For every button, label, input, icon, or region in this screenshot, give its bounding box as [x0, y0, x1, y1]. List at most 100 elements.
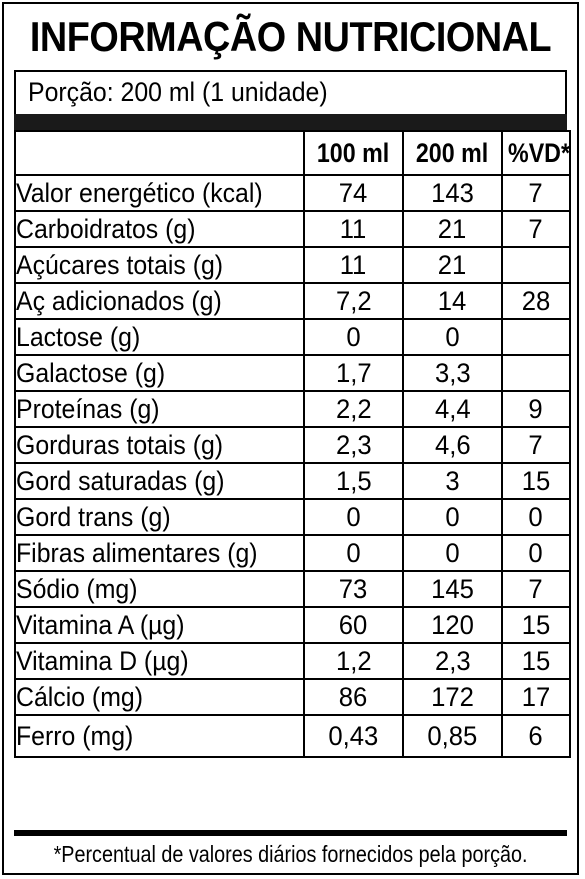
nutrient-name: Aç adicionados (g) — [16, 285, 222, 316]
table-row: Açúcares totais (g) 11 21 — [14, 246, 571, 284]
table-row: Vitamina A (µg) 60 120 15 — [14, 606, 571, 644]
portion-text: Porção: 200 ml (1 unidade) — [28, 76, 328, 107]
value-200ml: 145 — [431, 573, 474, 604]
table-row: Gorduras totais (g) 2,3 4,6 7 — [14, 426, 571, 464]
header-percent-vd: %VD* — [501, 130, 571, 176]
table-row: Valor energético (kcal) 74 143 7 — [14, 174, 571, 212]
header-blank-cell — [14, 130, 305, 176]
value-100ml: 1,2 — [335, 645, 372, 676]
percent-vd-cell: 6 — [501, 714, 571, 758]
percent-vd: 15 — [521, 645, 551, 676]
nutrient-name-cell: Galactose (g) — [14, 354, 305, 392]
value-100ml-cell: 60 — [303, 606, 404, 644]
nutrient-name-cell: Lactose (g) — [14, 318, 305, 356]
header-per-200ml-label: 200 ml — [416, 137, 489, 168]
nutrient-name: Gord trans (g) — [16, 501, 171, 532]
nutrient-name-cell: Proteínas (g) — [14, 390, 305, 428]
value-100ml-cell: 0 — [303, 498, 404, 536]
footnote: *Percentual de valores diários fornecido… — [14, 830, 567, 872]
table-row: Sódio (mg) 73 145 7 — [14, 570, 571, 608]
percent-vd: 0 — [528, 501, 544, 532]
value-200ml-cell: 21 — [402, 210, 503, 248]
value-100ml: 60 — [339, 609, 368, 640]
nutrient-name: Ferro (mg) — [16, 720, 134, 751]
value-100ml-cell: 73 — [303, 570, 404, 608]
value-200ml-cell: 143 — [402, 174, 503, 212]
value-200ml: 143 — [431, 177, 474, 208]
value-100ml: 73 — [339, 573, 368, 604]
percent-vd: 15 — [521, 465, 551, 496]
value-100ml: 0 — [346, 501, 361, 532]
header-per-100ml-label: 100 ml — [317, 137, 390, 168]
percent-vd-cell: 0 — [501, 498, 571, 536]
value-100ml: 2,3 — [335, 429, 372, 460]
value-200ml: 3 — [445, 465, 460, 496]
value-200ml-cell: 145 — [402, 570, 503, 608]
header-percent-vd-label: %VD* — [508, 137, 570, 168]
value-200ml: 0,85 — [427, 720, 478, 751]
percent-vd-cell: 0 — [501, 534, 571, 572]
nutrient-name-cell: Aç adicionados (g) — [14, 282, 305, 320]
value-100ml-cell: 7,2 — [303, 282, 404, 320]
nutrient-name-cell: Ferro (mg) — [14, 714, 305, 758]
footnote-text: *Percentual de valores diários fornecido… — [53, 840, 528, 867]
value-100ml: 1,7 — [335, 357, 372, 388]
percent-vd-cell: 15 — [501, 462, 571, 500]
percent-vd-cell — [501, 246, 571, 284]
nutrient-name-cell: Açúcares totais (g) — [14, 246, 305, 284]
value-200ml-cell: 0 — [402, 498, 503, 536]
percent-vd-cell: 7 — [501, 210, 571, 248]
value-100ml: 7,2 — [335, 285, 372, 316]
value-100ml: 2,2 — [335, 393, 372, 424]
value-100ml-cell: 1,2 — [303, 642, 404, 680]
percent-vd: 9 — [528, 393, 544, 424]
value-100ml-cell: 0,43 — [303, 714, 404, 758]
nutrient-name: Fibras alimentares (g) — [16, 537, 258, 568]
value-100ml-cell: 86 — [303, 678, 404, 716]
value-200ml: 0 — [445, 501, 460, 532]
value-200ml-cell: 2,3 — [402, 642, 503, 680]
value-100ml-cell: 1,5 — [303, 462, 404, 500]
table-row: Gord saturadas (g) 1,5 3 15 — [14, 462, 571, 500]
value-200ml: 21 — [438, 213, 467, 244]
nutrition-facts-label: INFORMAÇÃO NUTRICIONAL Porção: 200 ml (1… — [2, 2, 579, 875]
value-100ml-cell: 11 — [303, 210, 404, 248]
percent-vd-cell — [501, 318, 571, 356]
table-row: Proteínas (g) 2,2 4,4 9 — [14, 390, 571, 428]
value-100ml: 0 — [346, 537, 361, 568]
percent-vd: 17 — [521, 681, 551, 712]
nutrient-name-cell: Gorduras totais (g) — [14, 426, 305, 464]
value-200ml-cell: 4,6 — [402, 426, 503, 464]
table-row: Ferro (mg) 0,43 0,85 6 — [14, 714, 571, 758]
nutrient-name-cell: Fibras alimentares (g) — [14, 534, 305, 572]
table-header-row: 100 ml 200 ml %VD* — [14, 130, 571, 176]
table-row: Carboidratos (g) 11 21 7 — [14, 210, 571, 248]
value-200ml-cell: 0 — [402, 318, 503, 356]
value-200ml: 0 — [445, 321, 460, 352]
value-100ml: 11 — [340, 249, 367, 280]
value-200ml: 4,6 — [434, 429, 471, 460]
percent-vd-cell: 28 — [501, 282, 571, 320]
nutrient-name-cell: Gord saturadas (g) — [14, 462, 305, 500]
nutrient-name: Proteínas (g) — [16, 393, 160, 424]
table-row: Galactose (g) 1,7 3,3 — [14, 354, 571, 392]
nutrient-name-cell: Vitamina D (µg) — [14, 642, 305, 680]
value-200ml-cell: 3,3 — [402, 354, 503, 392]
nutrient-name: Valor energético (kcal) — [16, 177, 263, 208]
value-200ml: 21 — [438, 249, 467, 280]
value-200ml-cell: 21 — [402, 246, 503, 284]
table-row: Fibras alimentares (g) 0 0 0 — [14, 534, 571, 572]
value-100ml: 86 — [339, 681, 368, 712]
percent-vd-cell: 15 — [501, 606, 571, 644]
nutrient-name: Lactose (g) — [16, 321, 141, 352]
nutrient-name: Gorduras totais (g) — [16, 429, 224, 460]
value-200ml: 120 — [431, 609, 474, 640]
value-100ml-cell: 0 — [303, 534, 404, 572]
percent-vd-cell: 15 — [501, 642, 571, 680]
value-100ml-cell: 74 — [303, 174, 404, 212]
value-100ml-cell: 11 — [303, 246, 404, 284]
percent-vd-cell: 9 — [501, 390, 571, 428]
nutrient-name: Vitamina D (µg) — [16, 645, 189, 676]
percent-vd-cell: 17 — [501, 678, 571, 716]
table-row: Aç adicionados (g) 7,2 14 28 — [14, 282, 571, 320]
